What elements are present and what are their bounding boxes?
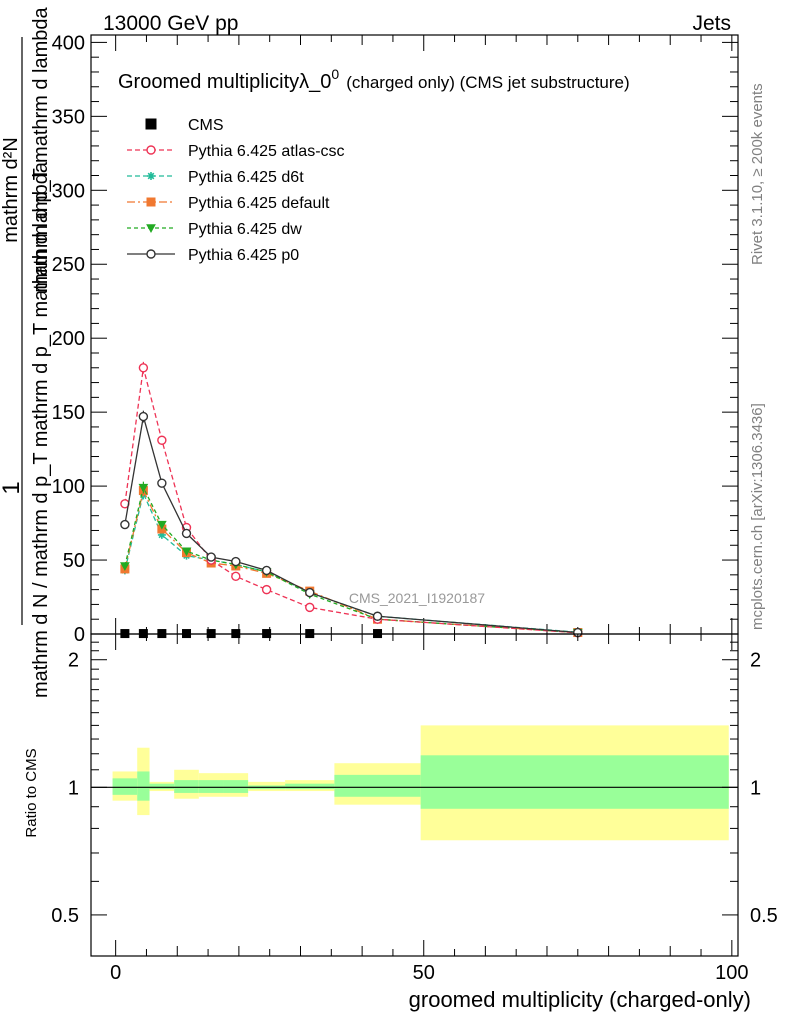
data-point xyxy=(157,478,167,488)
legend-marker xyxy=(146,197,156,207)
data-point xyxy=(157,435,167,445)
ratio-stat-band xyxy=(334,774,421,797)
ratio-stat-band xyxy=(174,780,199,793)
main-ylabel-top-line-2: mathrm d p_T mathrm d lambda xyxy=(30,6,52,292)
legend-entry-pythia-6-425-atlas-csc: Pythia 6.425 atlas-csc xyxy=(127,143,345,160)
legend-entry-pythia-6-425-dw: Pythia 6.425 dw xyxy=(127,221,302,238)
ratio-stat-band xyxy=(137,771,150,801)
ratio-y-tick-label: 1 xyxy=(68,777,79,799)
data-point xyxy=(181,528,192,539)
ratio-panel: 0.5 0.5 1 1 2 2 0 50 100 Ratio to CMS groomed mu… xyxy=(23,633,778,1012)
ratio-frame xyxy=(90,633,739,957)
y-tick-label: 400 xyxy=(52,32,85,54)
x-tick-label: 100 xyxy=(715,962,748,984)
legend-label: CMS xyxy=(188,117,224,134)
side-label-mcplots: mcplots.cern.ch [arXiv:1306.3436] xyxy=(749,403,766,630)
legend: CMS Pythia 6.425 atlas-csc Pythia 6.425 d6… xyxy=(127,117,345,264)
series-pythia-6-425-d6t xyxy=(120,487,582,637)
main-title-sup: 0 xyxy=(331,66,339,82)
data-point xyxy=(261,584,272,595)
legend-label: Pythia 6.425 default xyxy=(188,195,330,212)
legend-entry-pythia-6-425-default: Pythia 6.425 default xyxy=(127,195,330,212)
legend-marker xyxy=(146,224,156,234)
ratio-y-tick-label: 0.5 xyxy=(51,905,79,927)
header-right: Jets xyxy=(692,12,731,35)
y-tick-label: 350 xyxy=(52,106,85,128)
ratio-bands xyxy=(112,725,729,841)
main-ylabel: 1 mathrm d²N mathrm d p_T mathrm d lambd… xyxy=(0,6,52,698)
data-point xyxy=(138,363,149,373)
y-tick-label: 200 xyxy=(52,328,85,350)
ratio-stat-band xyxy=(112,778,138,795)
data-point xyxy=(305,602,315,613)
legend-label: Pythia 6.425 p0 xyxy=(188,247,299,264)
legend-label: Pythia 6.425 atlas-csc xyxy=(188,143,345,160)
data-point xyxy=(261,565,272,576)
data-point xyxy=(372,611,383,621)
series-line-pythia-6-425-default xyxy=(124,488,578,634)
data-point xyxy=(157,530,166,539)
series-line-pythia-6-425-dw xyxy=(124,485,578,634)
main-panel: Groomed multiplicityλ_00 (charged only) (… xyxy=(52,32,739,646)
legend-marker xyxy=(146,249,156,259)
side-label-rivet: Rivet 3.1.10, ≥ 200k events xyxy=(749,83,766,265)
y-tick-label: 0 xyxy=(74,624,85,646)
y-tick-label: 150 xyxy=(52,402,85,424)
data-point xyxy=(305,587,315,598)
main-title: Groomed multiplicityλ_00 (charged only) (… xyxy=(118,66,630,93)
y-tick-label: 100 xyxy=(52,476,85,498)
data-point xyxy=(181,547,192,557)
main-ylabel-top-line-1: mathrm d²N xyxy=(0,137,22,243)
main-axes: 0 50 100 150 200 250 300 350 400 xyxy=(52,32,739,646)
data-point xyxy=(120,562,130,571)
ratio-y-tick-label-right: 2 xyxy=(750,650,761,672)
legend-marker xyxy=(146,145,156,155)
legend-entry-cms: CMS xyxy=(145,117,224,134)
y-tick-label: 250 xyxy=(52,254,85,276)
data-point xyxy=(138,411,149,422)
ratio-ylabel: Ratio to CMS xyxy=(23,748,40,837)
data-point xyxy=(231,571,241,582)
ratio-y-tick-label-right: 0.5 xyxy=(750,905,778,927)
data-point xyxy=(120,519,130,530)
main-subtitle: (charged only) (CMS jet substructure) xyxy=(346,73,629,92)
data-point xyxy=(206,552,216,562)
legend-label: Pythia 6.425 dw xyxy=(188,221,302,238)
legend-marker xyxy=(147,172,155,180)
series-pythia-6-425-p0 xyxy=(120,410,583,638)
series-pythia-6-425-default xyxy=(120,484,583,638)
y-tick-label: 300 xyxy=(52,180,85,202)
ratio-stat-band xyxy=(223,780,249,793)
legend-entry-pythia-6-425-d6t: Pythia 6.425 d6t xyxy=(127,169,304,186)
ratio-xlabel: groomed multiplicity (charged-only) xyxy=(409,987,751,1012)
data-point xyxy=(138,483,149,493)
ratio-axes: 0.5 0.5 1 1 2 2 0 50 100 xyxy=(51,633,778,984)
ratio-y-tick-label: 2 xyxy=(68,650,79,672)
data-point xyxy=(231,556,241,567)
ratio-stat-band xyxy=(198,780,224,793)
x-tick-label: 50 xyxy=(413,962,435,984)
main-title-text: Groomed multiplicityλ_0 xyxy=(118,71,331,93)
watermark: CMS_2021_I1920187 xyxy=(349,590,485,606)
series-line-pythia-6-425-p0 xyxy=(124,416,578,634)
x-tick-label: 0 xyxy=(110,962,121,984)
ratio-stat-band xyxy=(149,783,175,790)
main-ylabel-numerator: 1 xyxy=(0,481,25,494)
data-point xyxy=(157,520,167,530)
legend-entry-pythia-6-425-p0: Pythia 6.425 p0 xyxy=(127,247,299,264)
header-left: 13000 GeV pp xyxy=(103,12,238,35)
main-ylabel-bottom-line: mathrm d N / mathrm d p_T mathrm d p_T m… xyxy=(30,161,52,698)
series-line-pythia-6-425-d6t xyxy=(124,491,578,633)
legend-marker xyxy=(145,118,157,130)
legend-label: Pythia 6.425 d6t xyxy=(188,169,304,186)
ratio-stat-band xyxy=(285,783,335,790)
ratio-stat-band xyxy=(420,755,729,809)
y-tick-label: 50 xyxy=(63,550,85,572)
series-pythia-6-425-dw xyxy=(120,481,583,638)
ratio-y-tick-label-right: 1 xyxy=(750,777,761,799)
